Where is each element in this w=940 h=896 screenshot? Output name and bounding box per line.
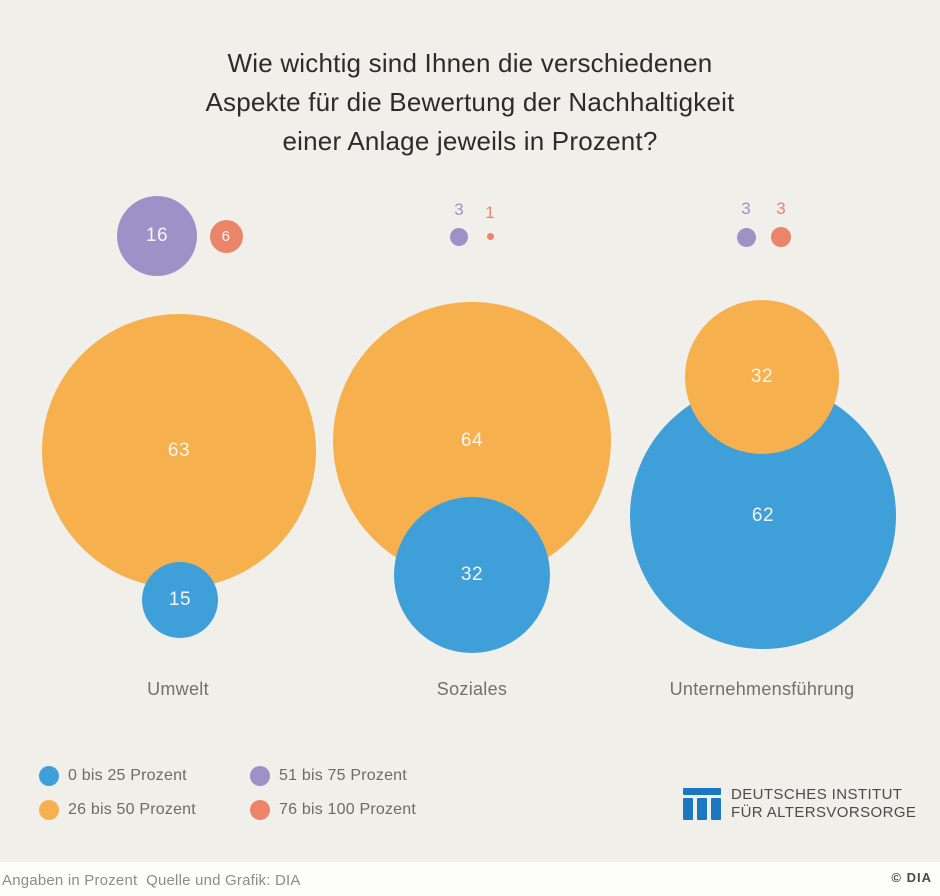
bubble-orange: 63 [42,314,316,588]
legend-item-label: 26 bis 50 Prozent [68,801,196,818]
bubble-purple [450,228,468,246]
bubble-value-label: 64 [460,430,484,451]
legend-item-label: 0 bis 25 Prozent [68,767,187,784]
bubble-value-label: 6 [221,227,231,245]
bubble-value-label: 3 [776,199,786,218]
footer-strip: Angaben in Prozent Quelle und Grafik: DI… [0,862,940,896]
bubble-value-label: 16 [145,225,169,246]
dia-pillars-icon [683,788,721,820]
bubble-value-label: 15 [168,589,192,610]
dia-logo-line1: DEUTSCHES INSTITUT [731,786,903,803]
bubble-salmon [486,232,494,240]
dia-logo-line2: FÜR ALTERSVORSORGE [731,804,917,821]
bubble-value-label: 1 [485,203,495,222]
bubble-salmon [771,227,791,247]
legend-dot-icon [39,766,59,786]
category-label: Umwelt [147,679,209,699]
legend-dot-icon [250,800,270,820]
bubble-salmon: 6 [209,219,243,253]
bubble-orange: 32 [685,300,839,454]
legend-dot-icon [39,800,59,820]
bubble-value-label: 3 [741,199,751,218]
bubble-blue: 15 [142,562,218,638]
category-label: Unternehmensführung [669,679,855,699]
legend-item-label: 76 bis 100 Prozent [279,801,417,818]
category-label: Soziales [436,679,508,699]
bubble-blue: 32 [394,497,550,653]
footer-note: Angaben in Prozent Quelle und Grafik: DI… [2,872,301,889]
bubble-value-label: 62 [751,505,775,526]
bubble-value-label: 32 [750,366,774,387]
dia-logo: DEUTSCHES INSTITUT FÜR ALTERSVORSORGE [683,786,916,822]
legend-dot-icon [250,766,270,786]
bubble-value-label: 32 [460,564,484,585]
copyright-watermark: © DIA [891,870,932,885]
bubble-value-label: 3 [454,200,464,219]
bubble-purple [736,227,756,247]
bubble-value-label: 63 [167,440,191,461]
bubble-purple: 16 [117,196,197,276]
page-title: Wie wichtig sind Ihnen die verschiedenen… [205,48,735,156]
legend-item-label: 51 bis 75 Prozent [279,767,407,784]
dia-logo-text: DEUTSCHES INSTITUT FÜR ALTERSVORSORGE [731,786,916,822]
